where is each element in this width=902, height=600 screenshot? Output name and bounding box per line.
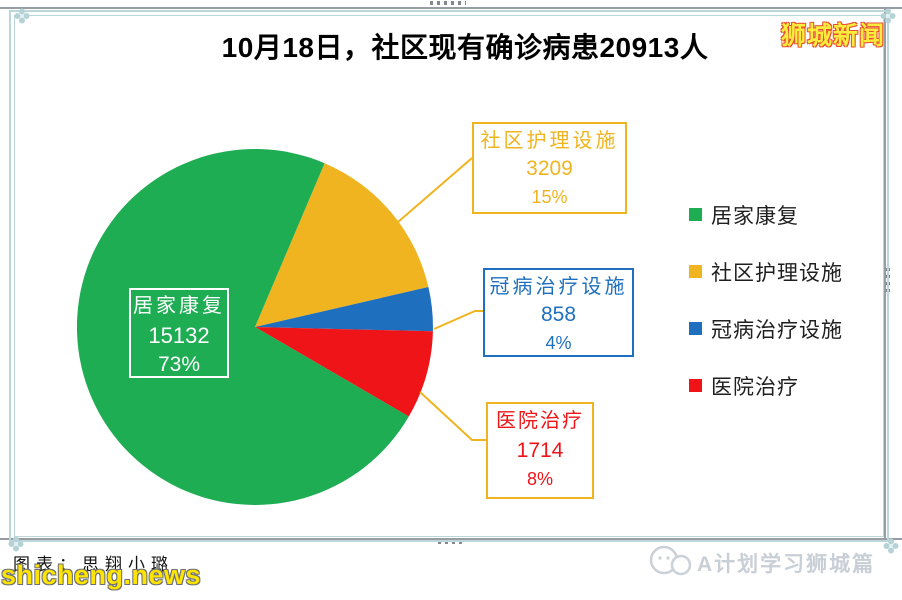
pie-slice-community-care [255,163,429,327]
slide-frame-inner [14,15,884,537]
legend-item-home-recovery: 居家康复 [689,186,843,243]
brand-stamp: 狮城新闻 [780,22,885,50]
legend-swatch-blue [689,322,702,335]
pie-slice-home-recovery [77,149,409,505]
chart-title: 10月18日，社区现有确诊病患20913人 [221,32,709,63]
drag-handle-bottom[interactable] [438,540,464,544]
selection-border-top [0,7,902,9]
callout-covid-facility: 冠病治疗设施 858 4% [483,268,634,357]
legend-label: 冠病治疗设施 [711,317,843,342]
slice-percent: 73% [157,353,201,376]
slice-value: 858 [540,303,577,326]
frame-corner-ornament-bottom-left [8,536,24,552]
chart-credit: 图表：思翔小璐 [13,555,174,574]
channel-logo-icon [649,545,692,576]
slice-label: 医院治疗 [496,410,584,432]
legend-swatch-yellow [689,265,702,278]
legend-label: 社区护理设施 [711,260,843,285]
drag-handle-top[interactable] [430,1,466,5]
legend-swatch-green [689,208,702,221]
pie-chart [77,149,433,505]
callout-community-care: 社区护理设施 3209 15% [472,122,627,214]
legend-label: 医院治疗 [711,374,799,399]
selection-border-bottom [0,538,902,540]
slice-value: 3209 [526,157,573,180]
slice-label: 社区护理设施 [480,130,619,152]
channel-name: A计划学习狮城篇 [697,553,876,576]
slice-percent: 4% [545,333,572,353]
legend-item-community-care: 社区护理设施 [689,243,843,300]
frame-corner-ornament-top-left [14,8,30,24]
frame-corner-ornament-bottom-right [883,538,899,554]
slice-percent: 8% [526,469,553,489]
watermark-shicheng-news: shicheng.news [1,560,202,590]
slide-frame-outer [9,10,889,542]
selection-border-right [884,7,886,540]
legend: 居家康复 社区护理设施 冠病治疗设施 医院治疗 [689,186,843,414]
pie-slice-hospital [255,327,433,417]
slice-label: 冠病治疗设施 [489,276,628,298]
legend-item-covid-facility: 冠病治疗设施 [689,300,843,357]
slice-value: 15132 [148,323,210,348]
frame-corner-ornament-top-right [880,8,896,24]
slice-label: 居家康复 [133,295,225,317]
legend-item-hospital: 医院治疗 [689,357,843,414]
slice-percent: 15% [531,187,568,207]
legend-label: 居家康复 [711,203,799,228]
slice-value: 1714 [516,439,564,462]
pie-slice-covid-facility [255,287,433,332]
pie-inner-label-home-recovery: 居家康复 15132 73% [129,288,229,378]
callout-hospital: 医院治疗 1714 8% [486,402,594,499]
legend-swatch-red [689,379,702,392]
